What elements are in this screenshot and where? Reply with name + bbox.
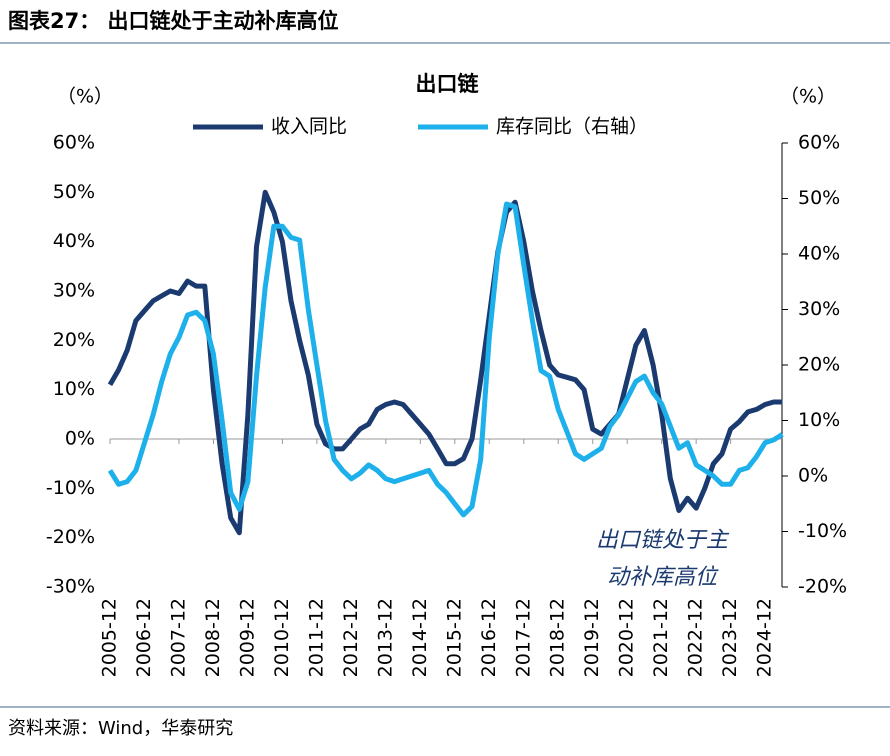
x-tick-label: 2015-12 (443, 598, 465, 677)
y2-tick-label: 10% (798, 409, 840, 431)
header-title: 图表27： 出口链处于主动补库高位 (8, 9, 339, 33)
y-tick-label: -20% (46, 526, 95, 548)
y-axis-label: （%） (57, 86, 113, 108)
y2-tick-label: 60% (798, 132, 840, 154)
y-tick-label: 30% (53, 280, 95, 302)
y2-tick-label: -20% (798, 576, 847, 598)
x-tick-label: 2011-12 (305, 598, 327, 677)
x-tick-label: 2022-12 (685, 598, 707, 677)
annotation: 动补库高位 (607, 565, 719, 590)
x-tick-label: 2009-12 (236, 598, 258, 677)
y2-tick-label: 30% (798, 298, 840, 320)
source: 资料来源：Wind，华泰研究 (8, 718, 233, 739)
x-tick-label: 2020-12 (616, 598, 638, 677)
y-tick-label: 0% (65, 428, 95, 450)
x-tick-label: 2006-12 (133, 598, 155, 677)
annotation: 出口链处于主 (596, 528, 730, 553)
y-tick-label: 50% (53, 181, 95, 203)
chart-title: 出口链 (416, 72, 480, 96)
y2-tick-label: 40% (798, 243, 840, 265)
y-tick-label: -30% (46, 576, 95, 598)
x-tick-label: 2005-12 (99, 598, 121, 677)
legend-label: 收入同比 (271, 116, 347, 138)
y2-tick-label: 50% (798, 187, 840, 209)
y2-tick-label: 20% (798, 354, 840, 376)
y-tick-label: 40% (53, 230, 95, 252)
x-tick-label: 2010-12 (271, 598, 293, 677)
y2-tick-label: -10% (798, 520, 847, 542)
y-tick-label: -10% (46, 477, 95, 499)
x-tick-label: 2018-12 (547, 598, 569, 677)
y-tick-label: 20% (53, 329, 95, 351)
x-tick-label: 2013-12 (374, 598, 396, 677)
x-tick-label: 2008-12 (202, 598, 224, 677)
y2-tick-label: 0% (798, 465, 828, 487)
x-tick-label: 2014-12 (409, 598, 431, 677)
x-tick-label: 2019-12 (581, 598, 603, 677)
x-tick-label: 2016-12 (478, 598, 500, 677)
x-tick-label: 2017-12 (512, 598, 534, 677)
series-line (107, 189, 783, 536)
series-line (107, 201, 784, 518)
x-tick-label: 2007-12 (167, 598, 189, 677)
x-tick-label: 2023-12 (719, 598, 741, 677)
x-tick-label: 2012-12 (340, 598, 362, 677)
y2-axis-label: （%） (780, 86, 836, 108)
y-tick-label: 60% (53, 132, 95, 154)
x-tick-label: 2024-12 (754, 598, 776, 677)
y-tick-label: 10% (53, 378, 95, 400)
legend-label: 库存同比（右轴） (496, 116, 648, 138)
x-tick-label: 2021-12 (650, 598, 672, 677)
